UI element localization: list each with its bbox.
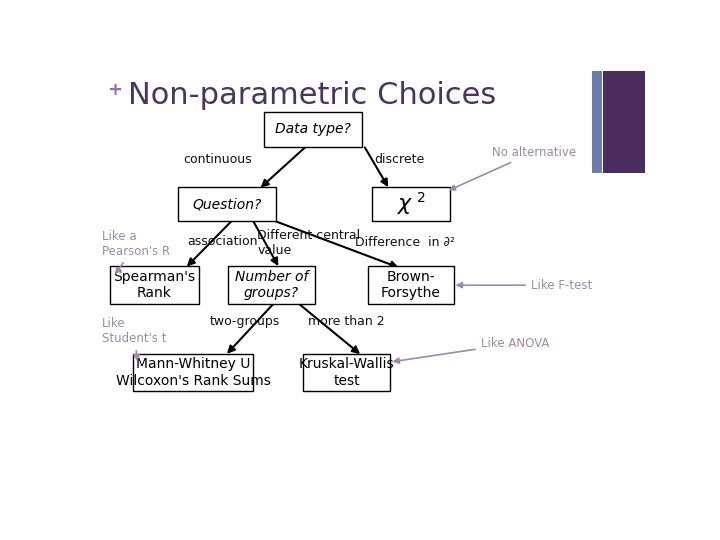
FancyBboxPatch shape (303, 354, 390, 391)
Bar (593, 71, 602, 173)
Text: two-groups: two-groups (210, 315, 280, 328)
FancyBboxPatch shape (178, 187, 276, 221)
Text: Difference  in ∂²: Difference in ∂² (355, 237, 455, 249)
Text: Kruskal-Wallis
test: Kruskal-Wallis test (299, 357, 395, 388)
FancyBboxPatch shape (368, 266, 454, 304)
Text: Like
Student's t: Like Student's t (102, 317, 167, 360)
Text: Spearman's
Rank: Spearman's Rank (113, 270, 195, 300)
Text: Like F-test: Like F-test (457, 279, 592, 292)
Text: Different central
value: Different central value (258, 229, 361, 256)
Text: Like ANOVA: Like ANOVA (395, 337, 549, 363)
Text: more than 2: more than 2 (307, 315, 384, 328)
Text: continuous: continuous (183, 153, 252, 166)
FancyBboxPatch shape (228, 266, 315, 304)
FancyBboxPatch shape (264, 112, 362, 147)
Text: χ: χ (397, 194, 410, 214)
Bar (603, 71, 645, 173)
Text: Like a
Pearson's R: Like a Pearson's R (102, 230, 171, 273)
Text: Question?: Question? (192, 197, 261, 211)
Text: Non-parametric Choices: Non-parametric Choices (128, 82, 496, 111)
Text: 2: 2 (416, 191, 426, 205)
FancyBboxPatch shape (372, 187, 450, 221)
Text: Brown-
Forsythe: Brown- Forsythe (381, 270, 441, 300)
Text: No alternative: No alternative (450, 146, 576, 190)
FancyBboxPatch shape (133, 354, 253, 391)
Text: Mann-Whitney U
Wilcoxon's Rank Sums: Mann-Whitney U Wilcoxon's Rank Sums (116, 357, 271, 388)
Text: Data type?: Data type? (275, 122, 351, 136)
Text: +: + (107, 80, 122, 99)
FancyBboxPatch shape (109, 266, 199, 304)
Text: association: association (188, 235, 258, 248)
Text: discrete: discrete (374, 153, 425, 166)
Text: Number of
groups?: Number of groups? (235, 270, 308, 300)
